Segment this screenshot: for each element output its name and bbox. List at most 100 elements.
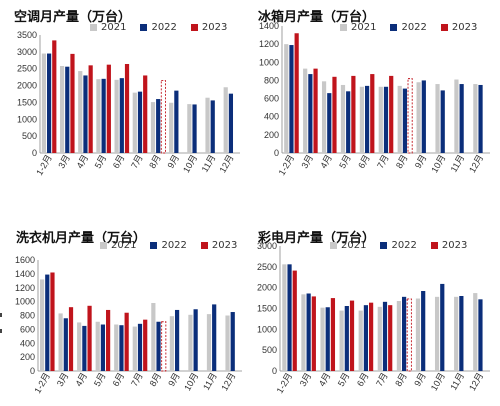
bar-2022	[421, 291, 426, 371]
bar-2023	[50, 272, 55, 371]
bar-2021	[321, 81, 327, 153]
x-tick-label: 8月	[393, 371, 409, 388]
y-tick-label: 200	[20, 352, 35, 362]
bar-2021	[114, 324, 119, 371]
y-tick-label: 1500	[257, 304, 277, 314]
x-tick-label: 7月	[375, 153, 391, 170]
bar-2021	[303, 68, 308, 153]
bar-2022	[402, 88, 408, 153]
bar-2021	[435, 84, 440, 153]
bar-2021	[397, 85, 402, 153]
x-tick-label: 11月	[200, 153, 218, 174]
y-tick-label: 2500	[17, 64, 37, 74]
y-tick-label: 0	[272, 366, 277, 376]
x-tick-label: 1-2月	[34, 153, 54, 177]
x-tick-label: 5月	[92, 371, 108, 388]
bar-2022	[65, 66, 70, 153]
y-tick-label: 2000	[257, 283, 277, 293]
bar-2021	[225, 315, 230, 371]
bar-2022	[119, 78, 124, 153]
bar-2022	[101, 78, 106, 153]
legend-item-2021: 2021	[100, 240, 136, 251]
legend-swatch	[150, 242, 158, 249]
bar-2021	[151, 303, 156, 371]
bar-2022	[363, 305, 369, 371]
x-tick-label: 8月	[394, 153, 410, 170]
y-tick-label: 1200	[15, 283, 35, 293]
legend-item-2023: 2023	[440, 22, 477, 33]
bar-2023-dashed	[407, 78, 413, 154]
bar-2022	[137, 323, 143, 371]
bar-2021	[205, 97, 210, 153]
bar-2022	[306, 293, 311, 371]
x-tick-label: 6月	[111, 371, 127, 388]
chart-svg: 0 200 400 600 800 1000 1200 1400 1-2月 3月 4月 5月 6月 7月 8…	[259, 21, 490, 177]
y-tick-label: 1000	[257, 324, 277, 334]
x-tick-label: 10月	[429, 371, 447, 392]
legend: 2021 2022 2023	[330, 240, 467, 251]
legend-swatch	[340, 24, 347, 31]
legend: 2021 2022 2023	[90, 22, 227, 33]
bar-2022	[346, 91, 351, 153]
x-tick-label: 5月	[337, 153, 353, 170]
x-tick-label: 5月	[336, 371, 352, 388]
y-tick-label: 400	[264, 112, 279, 122]
chart-panel-tv: 0 500 1000 1500 2000 2500 3000 1-2月 3月 4月 5月 6月 7月 8月…	[250, 203, 500, 406]
chart-title: 彩电月产量（万台）	[258, 231, 376, 246]
x-tick-label: 3月	[56, 153, 72, 170]
legend-label: 2022	[151, 22, 177, 33]
x-tick-label: 6月	[356, 153, 372, 170]
bar-2022	[119, 325, 124, 371]
bar-2023	[68, 307, 74, 371]
x-tick-label: 8月	[147, 153, 163, 170]
legend: 2021 2022 2023	[100, 240, 237, 251]
bar-2022	[45, 274, 50, 371]
legend-item-2022: 2022	[390, 22, 427, 33]
bar-2023	[143, 319, 148, 371]
x-tick-label: 1-2月	[275, 371, 295, 395]
y-tick-label: 3500	[17, 30, 37, 40]
x-tick-label: 8月	[148, 371, 164, 388]
bar-2022	[344, 306, 349, 371]
legend-label: 2023	[441, 240, 468, 251]
y-tick-label: 1000	[15, 297, 35, 307]
bar-2023	[311, 296, 316, 371]
chart-panel-ac: 0 500 1000 1500 2000 2500 3000 3500 1-2月 3月 4月 5月 6月…	[0, 0, 250, 203]
x-tick-label: 3月	[55, 371, 71, 388]
y-tick-label: 2000	[17, 81, 37, 91]
x-tick-label: 11月	[201, 371, 219, 392]
bar-2021	[132, 326, 137, 371]
bar-2022	[478, 299, 483, 371]
y-tick-label: 0	[32, 148, 37, 158]
bar-2021	[78, 71, 83, 153]
bar-2022	[440, 283, 445, 371]
bar-2022	[459, 84, 464, 153]
x-tick-label: 7月	[129, 153, 145, 170]
bar-2021	[473, 84, 478, 153]
y-tick-label: 1000	[259, 57, 279, 67]
legend-label: 2021	[101, 22, 127, 33]
bar-2021	[95, 321, 100, 371]
y-tick-label: 800	[20, 311, 35, 321]
y-tick-label: 0	[274, 148, 279, 158]
bar-2022	[212, 304, 217, 371]
x-tick-label: 6月	[111, 153, 127, 170]
bar-2023	[370, 74, 375, 153]
bar-2022	[440, 90, 445, 153]
y-tick-label: 3000	[17, 47, 37, 57]
y-tick-label: 1600	[15, 255, 35, 265]
bar-2021	[378, 86, 383, 153]
bar-2021	[415, 298, 421, 371]
legend-item-2021: 2021	[330, 240, 366, 251]
edge-tick	[0, 313, 2, 317]
bar-2022	[308, 74, 313, 153]
bar-2021	[339, 310, 344, 371]
x-tick-label: 9月	[412, 371, 428, 388]
x-tick-label: 9月	[166, 371, 182, 388]
bar-2022	[327, 93, 332, 153]
bar-2021	[114, 79, 119, 153]
bar-2022	[156, 321, 161, 371]
legend-item-2022: 2022	[150, 240, 187, 251]
bar-2022	[228, 93, 234, 153]
bar-2021	[396, 301, 401, 371]
